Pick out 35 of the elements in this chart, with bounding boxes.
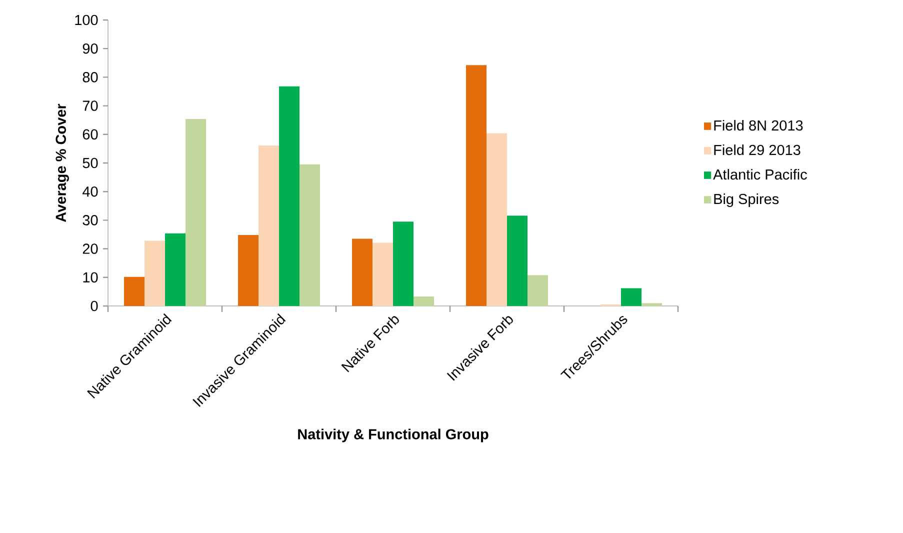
bar [414,296,434,306]
y-tick-label: 0 [90,300,98,312]
legend-label: Field 8N 2013 [714,120,803,131]
y-tick-label: 90 [82,43,98,54]
bar [124,276,145,306]
bar [372,242,394,306]
bar [165,233,186,306]
y-tick-label: 100 [75,14,98,26]
x-axis-title: Nativity & Functional Group [298,428,488,442]
bar [621,288,642,306]
bar [300,164,320,306]
y-tick-label: 60 [82,129,98,140]
legend-label: Atlantic Pacific [713,168,807,180]
bar [258,146,280,306]
bar [486,133,508,306]
bar [393,222,414,306]
y-tick-label: 20 [82,244,98,254]
legend-label: Field 29 2013 [714,144,800,156]
legend-label: Big Spires [714,194,779,208]
y-tick-label: 50 [82,158,98,168]
y-tick-label: 10 [83,272,98,283]
bar [186,118,206,306]
bar [466,65,487,306]
bar [144,240,166,306]
y-axis-title: Average % Cover [56,104,69,222]
y-tick-label: 30 [82,215,98,226]
y-tick-label: 80 [82,72,98,82]
bar [279,86,300,306]
bar [352,238,373,306]
y-tick-label: 70 [82,100,98,111]
y-tick-label: 40 [82,186,98,197]
bar [238,235,259,306]
bar [528,275,548,306]
bar [507,216,528,306]
bar [642,303,662,306]
